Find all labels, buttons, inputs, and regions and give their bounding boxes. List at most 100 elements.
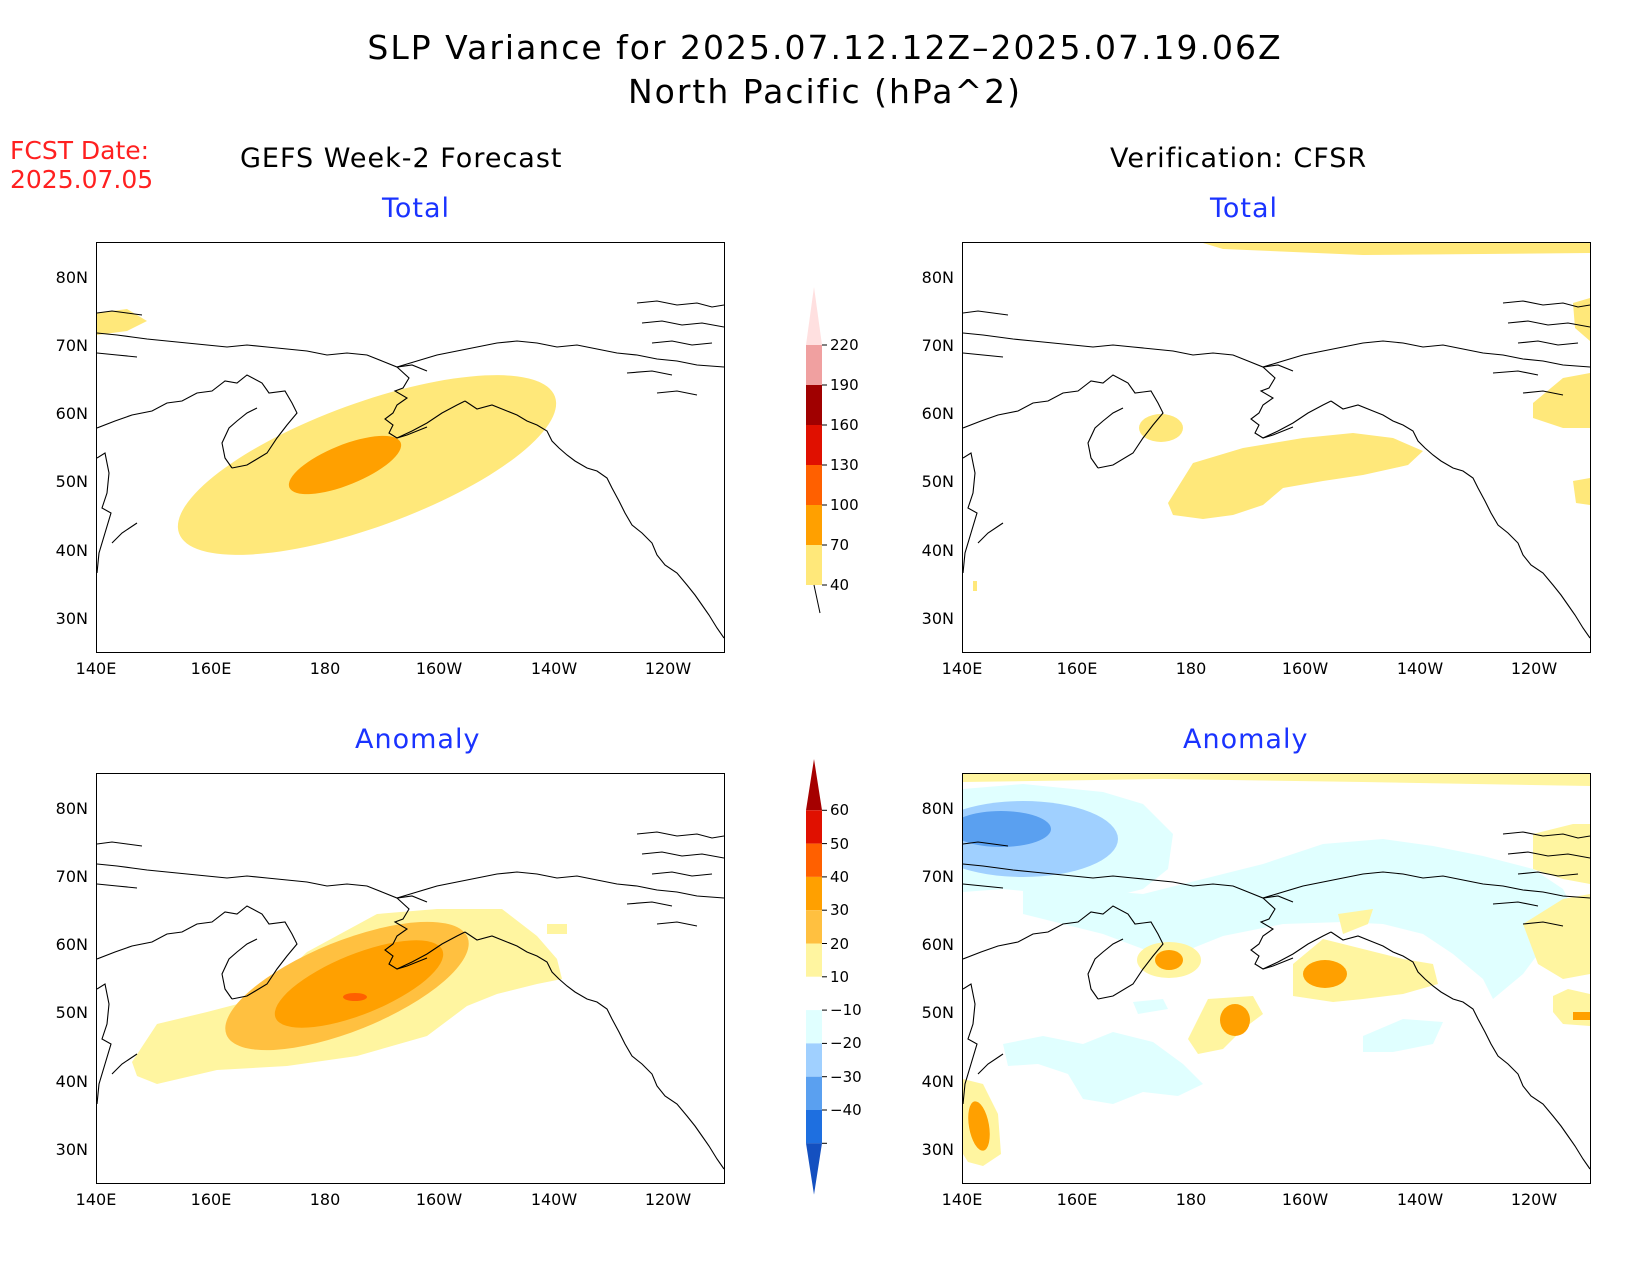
colorbar-swatch xyxy=(806,810,822,844)
contour-fill xyxy=(1023,839,1573,999)
coastline-segment xyxy=(97,352,138,358)
coastline-segment xyxy=(1522,390,1564,396)
lat-tick-label: 60N xyxy=(921,404,954,423)
coastline-segment xyxy=(636,300,724,308)
colorbar-level-label: −10 xyxy=(830,1001,862,1020)
colorbar-swatch xyxy=(806,943,822,977)
lat-tick-label: 30N xyxy=(921,1140,954,1159)
coastline-segment xyxy=(963,352,1004,358)
coastline-segment xyxy=(651,871,713,877)
lat-tick-label: 70N xyxy=(921,867,954,886)
contour-fill xyxy=(1573,1012,1590,1020)
coastline-segment xyxy=(1087,938,1124,1000)
coastline-segment xyxy=(963,905,1164,1000)
colorbar-swatch xyxy=(806,759,822,811)
panel-title-forecast-total: Total xyxy=(382,193,451,224)
lat-tick-label: 70N xyxy=(55,867,88,886)
lon-tick-label: 160E xyxy=(1056,659,1098,678)
coastline-segment xyxy=(97,983,112,1105)
contour-fill xyxy=(1303,960,1347,988)
lon-tick-label: 140W xyxy=(1396,659,1444,678)
lon-tick-label: 140E xyxy=(75,1190,117,1209)
coastline-segment xyxy=(977,522,1004,544)
colorbar-level-label: 220 xyxy=(830,336,859,354)
lat-tick-label: 70N xyxy=(921,336,954,355)
colorbar-level-label: −40 xyxy=(830,1101,862,1119)
coastline-segment xyxy=(1492,901,1539,907)
coastline-segment xyxy=(1507,851,1590,859)
lon-tick-label: 160W xyxy=(1281,659,1329,678)
coastline-segment xyxy=(1492,370,1539,376)
lon-tick-label: 160W xyxy=(1281,1190,1329,1209)
coastline-segment xyxy=(641,851,724,859)
lat-tick-label: 60N xyxy=(921,935,954,954)
colorbar-swatch xyxy=(806,345,822,385)
forecast-date: FCST Date: 2025.07.05 xyxy=(10,136,153,194)
coastline-segment xyxy=(1250,366,1294,439)
contour-fill xyxy=(1363,1019,1443,1052)
coastline-segment xyxy=(656,921,698,927)
lon-tick-label: 120W xyxy=(1510,1190,1558,1209)
coastline-segment xyxy=(396,400,466,439)
figure-title-line1: SLP Variance for 2025.07.12.12Z–2025.07.… xyxy=(367,28,1283,67)
coastline xyxy=(97,300,724,639)
contour-fill xyxy=(968,1101,990,1151)
colorbar-swatch xyxy=(806,1010,822,1044)
lon-tick-label: 160E xyxy=(190,659,232,678)
lon-tick-label: 180 xyxy=(1175,1190,1207,1209)
colorbar-swatch xyxy=(806,843,822,877)
coastline-segment xyxy=(1517,340,1579,346)
coastline-segment xyxy=(97,883,138,889)
contour-fill xyxy=(97,309,147,335)
map-forecast-anomaly xyxy=(96,773,725,1184)
contour-fill xyxy=(963,774,1590,786)
colorbar-level-label: 30 xyxy=(830,901,850,920)
colorbar-swatch xyxy=(806,287,822,345)
map-canvas xyxy=(97,831,724,1170)
coastline-segment xyxy=(963,452,978,574)
map-canvas xyxy=(963,774,1590,1170)
coastline-segment xyxy=(626,901,673,907)
colorbar-swatch xyxy=(806,385,822,425)
coastline-segment xyxy=(97,332,428,372)
map-verification-anomaly xyxy=(962,773,1591,1184)
contour-fill xyxy=(1139,414,1183,442)
contour-fill xyxy=(547,924,567,934)
coastline-segment xyxy=(963,883,1004,889)
column-title-forecast: GEFS Week-2 Forecast xyxy=(240,143,563,174)
colorbar-total xyxy=(806,287,827,614)
coastline-segment xyxy=(636,831,724,839)
colorbar-level-label: 160 xyxy=(830,416,859,434)
colorbar-swatch xyxy=(806,465,822,505)
coastline xyxy=(963,831,1590,1170)
lon-tick-label: 160W xyxy=(415,1190,463,1209)
coastline-segment xyxy=(651,340,713,346)
map-forecast-total xyxy=(96,242,725,653)
lat-tick-label: 40N xyxy=(921,1072,954,1091)
coastline-segment xyxy=(396,871,724,899)
coastline-segment xyxy=(963,374,1164,469)
colorbar-level-label: 100 xyxy=(830,496,859,514)
lat-tick-label: 50N xyxy=(55,1003,88,1022)
lat-tick-label: 70N xyxy=(55,336,88,355)
colorbar-swatch xyxy=(806,425,822,465)
panel-title-forecast-anomaly: Anomaly xyxy=(355,724,481,755)
coastline-segment xyxy=(1502,831,1590,839)
colorbar-level-label: −30 xyxy=(830,1067,862,1086)
coastline-segment xyxy=(396,931,466,970)
lon-tick-label: 120W xyxy=(644,1190,692,1209)
colorbar-swatch xyxy=(806,1110,822,1144)
lat-tick-label: 30N xyxy=(921,609,954,628)
contour-fill xyxy=(1003,1032,1203,1104)
contour-fill xyxy=(1573,478,1590,505)
coastline-segment xyxy=(111,522,138,544)
colorbar-swatch xyxy=(806,505,822,545)
coastline-segment xyxy=(963,983,978,1105)
lon-tick-label: 160E xyxy=(1056,1190,1098,1209)
coastline-segment xyxy=(1262,400,1332,439)
contour-fill xyxy=(963,811,1051,847)
lon-tick-label: 140E xyxy=(941,659,983,678)
coastline-segment xyxy=(1330,400,1590,639)
colorbar-level-label: 130 xyxy=(830,456,859,474)
map-canvas xyxy=(963,243,1590,639)
